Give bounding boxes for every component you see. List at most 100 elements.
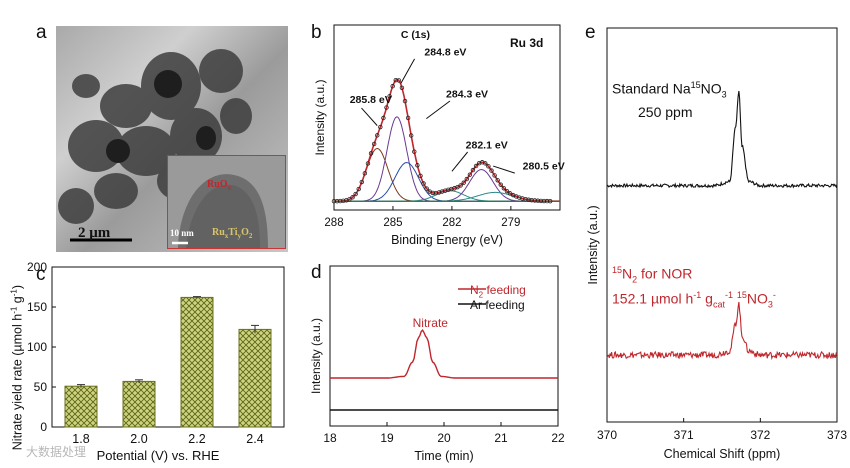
d-xlabel: Time (min) [414,449,473,463]
d-ylabel: Intensity (a.u.) [309,318,323,394]
b-data-point [492,173,497,178]
b-annotation-arrow [361,107,378,126]
b-annotation-arrow [493,165,515,174]
b-data-point [489,168,494,173]
b-data-point [375,133,380,138]
b-data-point [504,188,510,194]
b-annotation-arrow [426,100,451,120]
d-xtick-label: 19 [380,431,394,445]
b-data-point [501,186,507,191]
chart-b: 288 285 282 279 Binding Energy (eV) Intensity… [313,24,565,247]
panel-letter-d: d [311,262,322,283]
b-xtick-label: 285 [383,217,402,229]
b-data-point [523,196,528,202]
b-data-point [526,197,531,202]
c-xtick-label: 1.8 [72,432,89,446]
c-ylabel: Nitrate yield rate (µmol h-1 g-1) [9,284,25,451]
inset-ruxtiyo2-label: RuxTiyO2 [212,227,253,240]
b-annotation-arrow [400,58,416,84]
e-xtick-label: 372 [750,428,770,442]
b-data-point [544,198,550,204]
b-data-point [337,198,343,204]
panel-letter-e: e [585,22,596,43]
e-concentration-label: 250 ppm [638,104,693,120]
b-annotation: 280.5 eV [523,161,565,173]
d-legend-n2-label: N2 feeding [470,283,526,300]
b-data-point [350,195,355,200]
b-xtick-label: 282 [442,217,461,229]
e-frame [606,27,838,423]
b-frame [333,24,561,211]
c-bar [180,296,214,428]
b-annotation: 282.1 eV [466,139,508,151]
b-data-point [353,191,358,197]
e-standard-label: Standard Na15NO3 [612,80,727,100]
panel-letter-c: c [36,264,46,285]
b-title: Ru 3d [510,36,543,50]
e-ylabel: Intensity (a.u.) [586,205,600,284]
panel-letter-b: b [311,22,322,43]
c-xlabel: Potential (V) vs. RHE [97,448,220,463]
chart-c: 0 50 100 150 200 1.8 2.0 2.2 2.4 Potential (V) vs… [27,260,285,463]
b-data-point [486,164,491,169]
b-data-point [393,77,398,83]
b-annotation: 284.3 eV [446,89,488,101]
tem-inset-image: RuOx 10 nm RuxTiyO2 [167,155,286,249]
e-nor-label: 15N2 for NOR [612,265,693,285]
b-data-point [473,163,479,169]
c-ytick-label: 50 [34,380,48,394]
c-bar [122,380,156,428]
b-data-point [458,183,463,188]
b-data-point [424,186,429,191]
b-data-point [498,182,503,187]
e-xtick-label: 373 [827,428,847,442]
b-data-point [384,105,389,110]
d-legend-ar-label: Ar feeding [470,298,525,312]
d-xtick-label: 22 [551,431,565,445]
b-data-point [387,94,392,99]
b-data-point [412,149,417,154]
chart-e: 370 371 372 373 Chemical Shift (ppm) Intensit… [586,27,847,461]
b-data-point [470,167,476,173]
b-data-point [399,85,405,90]
d-xtick-label: 21 [494,431,508,445]
e-series-line [606,90,838,189]
tem-inset-texture [168,156,285,248]
e-xtick-label: 371 [674,428,694,442]
inset-scale-label: 10 nm [170,228,194,238]
b-data-point [331,198,337,204]
c-ytick-label: 150 [27,300,47,314]
tem-particles [58,49,252,242]
b-data-point [356,186,361,192]
b-data-point [381,115,386,121]
b-data-point [532,198,537,203]
b-data-point [541,198,547,204]
b-xtick-label: 288 [324,217,343,229]
b-data-point [415,163,420,168]
b-data-point [467,172,473,177]
c-xtick-label: 2.0 [130,432,147,446]
b-data-point [495,178,500,183]
c-xtick-label: 2.4 [246,432,263,446]
inset-ruox-label: RuOx [207,179,232,192]
e-xlabel: Chemical Shift (ppm) [664,447,781,461]
b-annotation: C (1s) [401,29,430,41]
b-component-peak [334,169,560,202]
c-ytick-label: 200 [27,260,47,274]
tem-scale-label: 2 μm [78,225,111,241]
b-data-point [396,78,402,83]
b-data-point [418,173,423,179]
b-data-point [464,176,469,182]
b-data-point [433,190,439,196]
b-data-point [378,124,383,130]
b-data-point [529,197,534,203]
b-data-point [341,198,346,204]
d-series-line [330,328,558,379]
b-ylabel: Intensity (a.u.) [313,79,327,155]
c-ylabel-wrap: Nitrate yield rate (µmol h-1 g-1) [2,285,24,450]
b-xlabel: Binding Energy (eV) [391,233,503,247]
b-data-point [359,179,364,185]
b-xtick-label: 279 [501,217,520,229]
d-annotation: Nitrate [413,316,449,330]
c-xtick-label: 2.2 [188,432,205,446]
